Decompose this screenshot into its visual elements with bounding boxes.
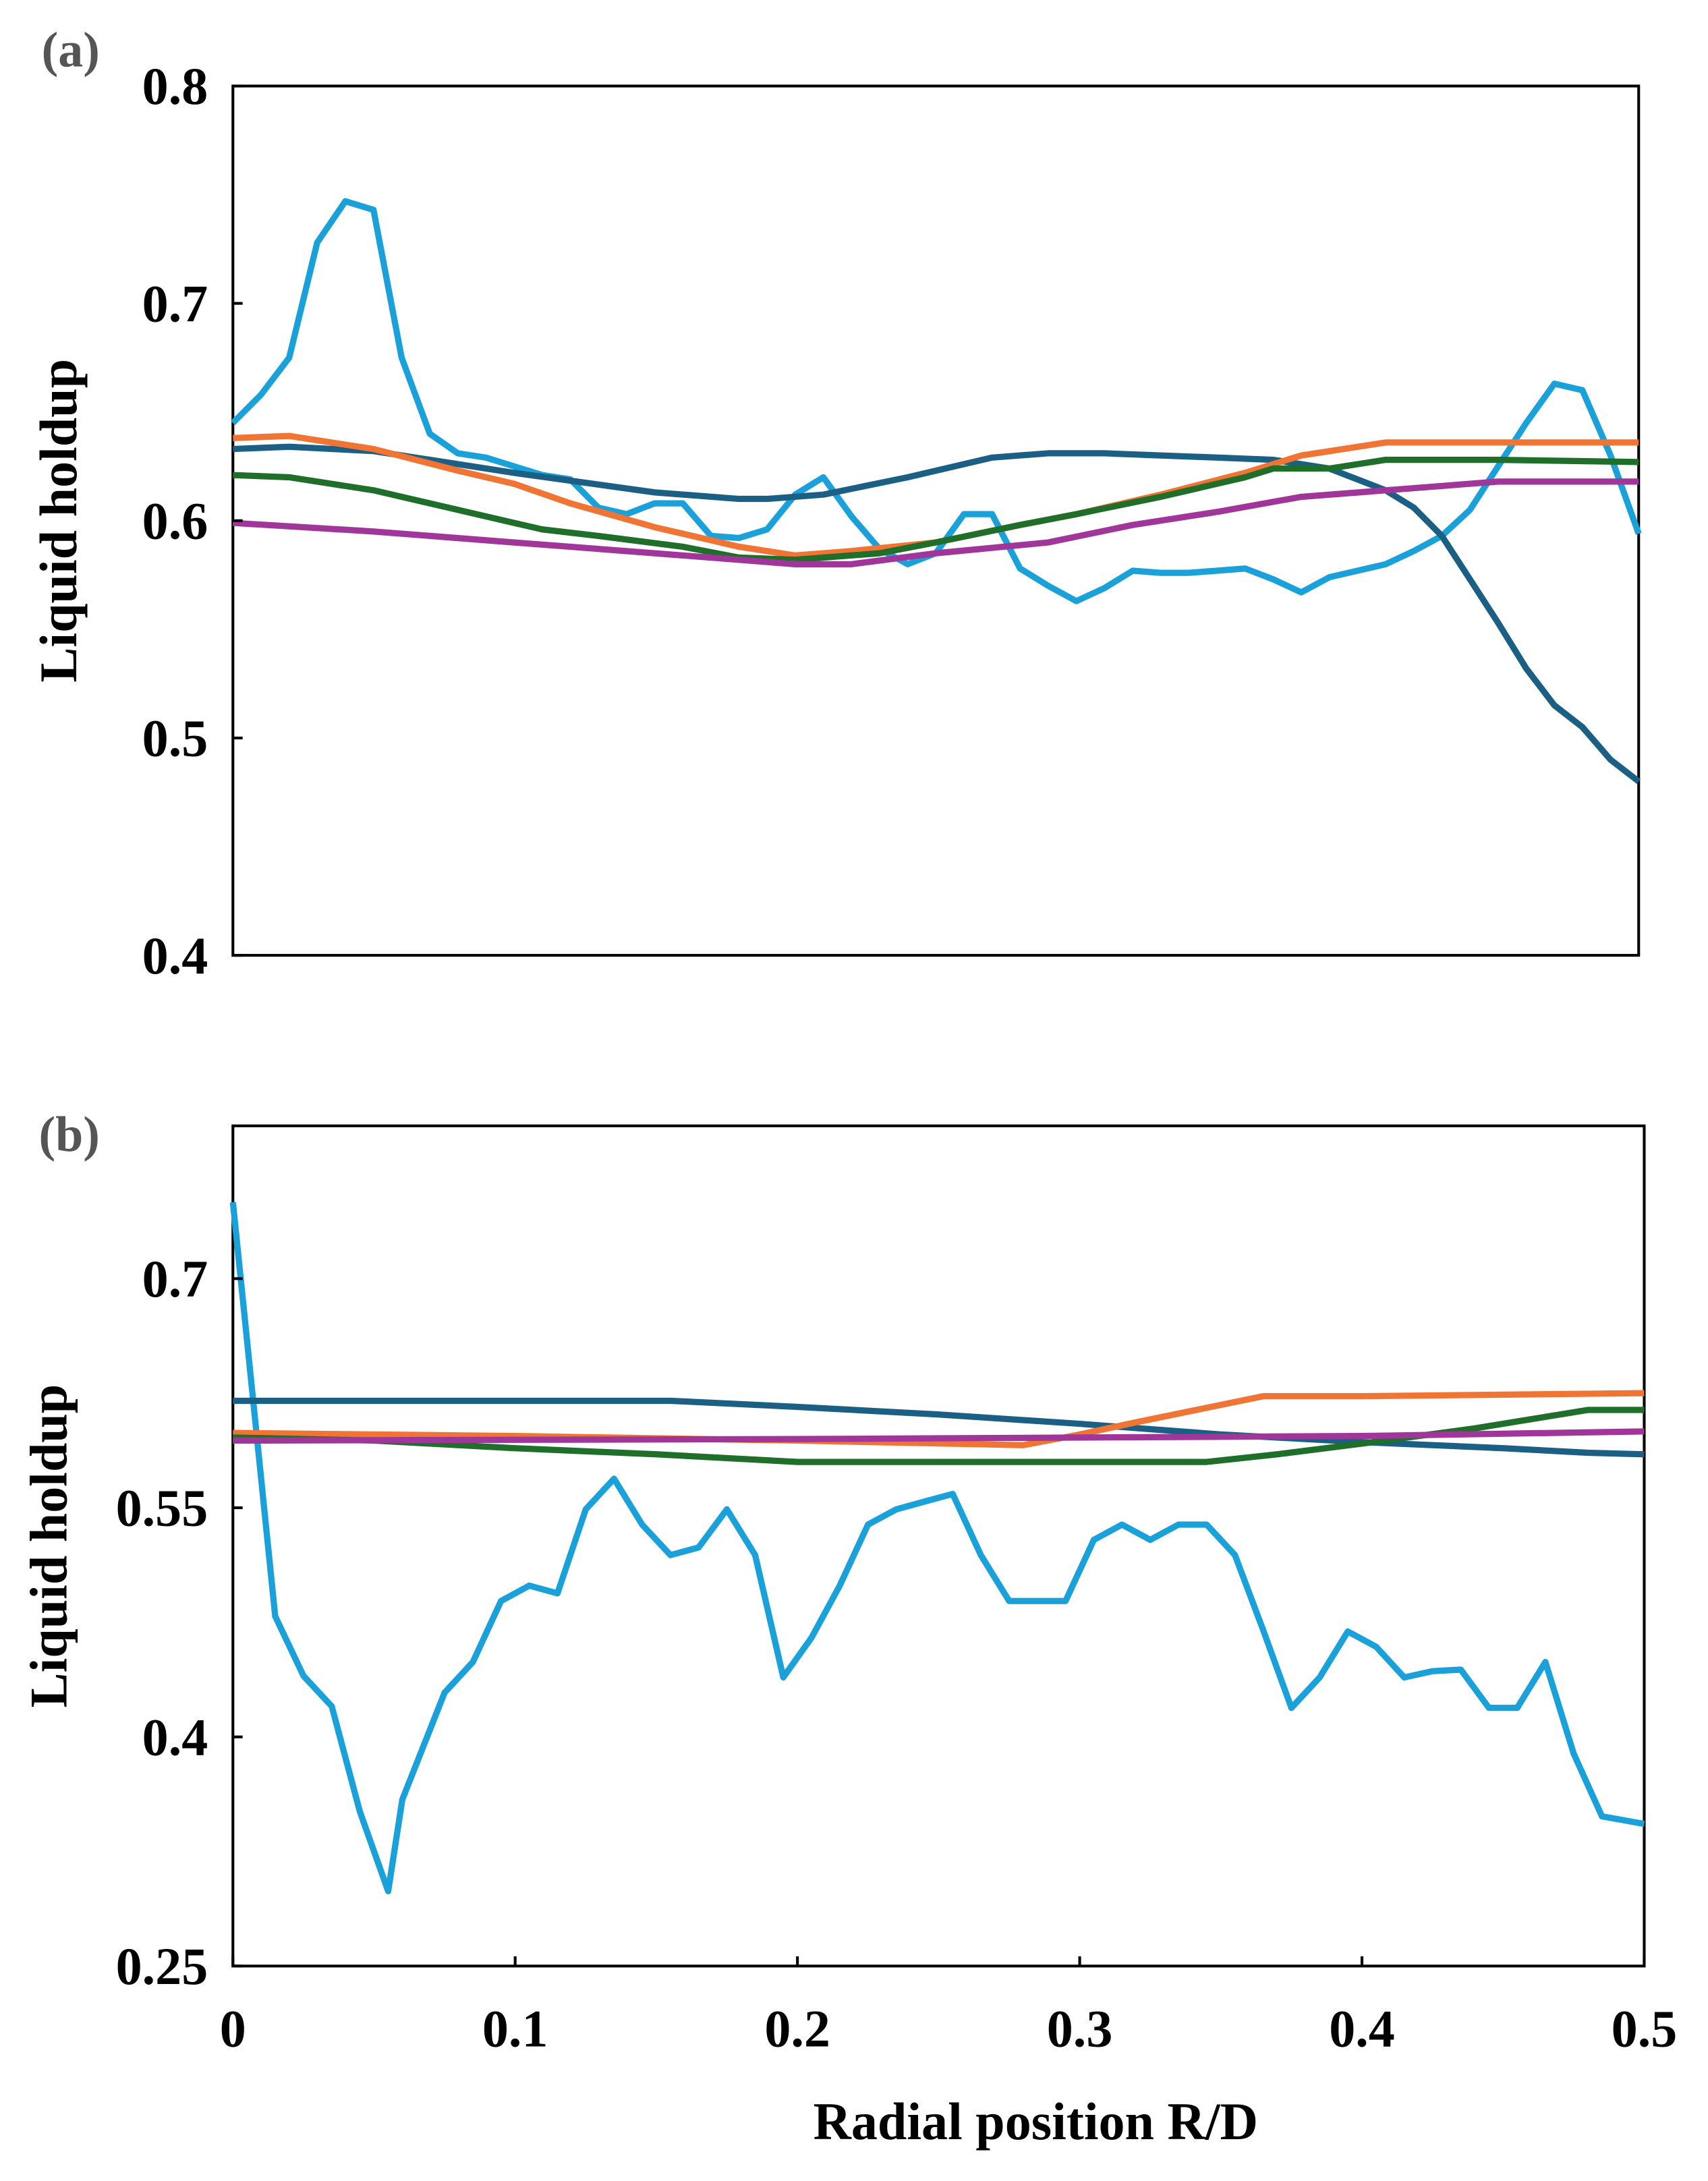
y-tick-label: 0.7 bbox=[142, 274, 208, 333]
panel-a-chart: 0.4 0.5 0.6 0.7 0.8 (a) Liquid holdup bbox=[29, 23, 1642, 985]
y-tick-label: 0.4 bbox=[142, 926, 208, 985]
series-line-5 bbox=[233, 1428, 1645, 1444]
y-tick-label: 0.8 bbox=[142, 57, 208, 115]
x-tick-label: 0.5 bbox=[1612, 2000, 1678, 2058]
y-axis-label: Liquid holdup bbox=[20, 1384, 78, 1708]
series-line-4 bbox=[233, 1407, 1645, 1465]
y-tick-label: 0.5 bbox=[142, 709, 208, 768]
x-axis-label: Radial position R/D bbox=[813, 2092, 1257, 2151]
x-tick-label: 0.1 bbox=[482, 2000, 548, 2058]
x-tick-label: 0.4 bbox=[1329, 2000, 1395, 2058]
series-line-2 bbox=[233, 443, 1641, 785]
series-line-4 bbox=[233, 456, 1639, 563]
series-line-5 bbox=[232, 478, 1639, 567]
panel-b-chart: 0.25 0.4 0.55 0.7 0 0.1 0.2 0.3 0.4 0.5 (b) Liquid … bbox=[20, 1107, 1678, 2151]
series-line-2 bbox=[233, 1397, 1645, 1458]
panel-label: (a) bbox=[42, 23, 100, 78]
x-tick-label: 0 bbox=[220, 2000, 246, 2058]
x-tick-label: 0.3 bbox=[1047, 2000, 1113, 2058]
series-line-3 bbox=[233, 432, 1639, 559]
y-axis-label: Liquid holdup bbox=[29, 359, 88, 683]
y-tick-label: 0.7 bbox=[142, 1249, 208, 1308]
y-tick-label: 0.25 bbox=[116, 1937, 208, 1995]
series-line-1 bbox=[229, 1201, 1645, 1894]
panel-label: (b) bbox=[39, 1107, 100, 1162]
y-tick-label: 0.6 bbox=[142, 492, 208, 550]
y-tick-label: 0.55 bbox=[116, 1479, 208, 1537]
y-tick-label: 0.4 bbox=[142, 1707, 208, 1766]
x-tick-label: 0.2 bbox=[764, 2000, 830, 2058]
plot-frame bbox=[231, 1124, 1646, 1968]
